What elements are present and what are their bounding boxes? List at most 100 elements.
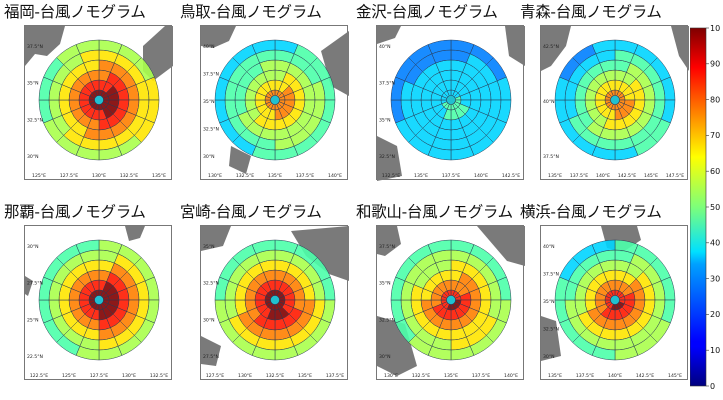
x-tick-label: 140°E [474, 173, 488, 179]
colorbar-tick-label: 90 [710, 60, 720, 69]
y-tick-label: 32.5°N [543, 327, 559, 333]
station-marker [610, 95, 620, 105]
y-tick-label: 30°N [203, 317, 215, 323]
nomogram-grid [554, 239, 676, 361]
x-tick-label: 132.5°E [382, 173, 400, 179]
station-marker [446, 95, 456, 105]
y-tick-label: 27.5°N [203, 354, 219, 360]
x-tick-label: 122.5°E [30, 373, 48, 379]
y-tick-label: 35°N [379, 281, 391, 287]
x-tick-label: 137.5°E [472, 373, 490, 379]
land-shape [477, 226, 525, 266]
station-marker [94, 95, 104, 105]
nomogram-cell [591, 39, 616, 55]
nomogram-panel: 金沢-台風ノモグラム 132.5°E 135°E 137.5°E 140°E 142.5°… [352, 0, 525, 200]
land-shape [541, 316, 561, 361]
panel-title: 青森-台風ノモグラム [520, 3, 662, 21]
colorbar-tick-label: 0 [710, 382, 715, 391]
y-tick-label: 40°N [543, 99, 555, 105]
land-shape [25, 26, 65, 66]
y-tick-label: 42.5°N [543, 44, 559, 50]
station-marker [94, 295, 104, 305]
station-marker [270, 295, 280, 305]
land-shape [25, 226, 145, 296]
land-shape [541, 26, 689, 71]
x-tick-label: 140°E [596, 173, 610, 179]
y-tick-label: 37.5°N [379, 244, 395, 250]
y-tick-label: 37.5°N [203, 72, 219, 78]
nomogram-panel: 横浜-台風ノモグラム 135°E 137.5°E 140°E 142.5°E 145°E 4… [516, 200, 688, 400]
land-shape [201, 336, 221, 366]
x-tick-label: 127.5°E [206, 373, 224, 379]
x-tick-label: 135°E [444, 373, 458, 379]
x-tick-label: 130°E [122, 373, 136, 379]
colorbar-tick-label: 40 [710, 239, 720, 248]
y-tick-label: 37.5°N [543, 154, 559, 160]
land-shape [201, 26, 349, 174]
panel-title: 那覇-台風ノモグラム [4, 203, 146, 221]
y-tick-label: 30°N [543, 354, 555, 360]
panel-title: 宮崎-台風ノモグラム [180, 203, 322, 221]
nomogram-cell [591, 239, 616, 255]
station-marker [270, 95, 280, 105]
map-area: 135°E 137.5°E 140°E 142.5°E 145°E 147.5°E 42.5… [540, 25, 689, 180]
y-tick-label: 37.5°N [379, 81, 395, 87]
map-area: 130°E 132.5°E 135°E 137.5°E 140°E 37.5°N 35°N 3… [376, 225, 525, 380]
land-shape [201, 226, 349, 366]
panel-title: 鳥取-台風ノモグラム [180, 3, 322, 21]
y-tick-label: 32.5°N [27, 117, 43, 123]
x-tick-label: 127.5°E [60, 173, 78, 179]
y-tick-label: 30°N [27, 154, 39, 160]
land-shape [541, 26, 571, 71]
nomogram-panel: 鳥取-台風ノモグラム 130°E 132.5°E 135°E 137.5°E 140°E 4… [176, 0, 349, 200]
x-tick-label: 130°E [208, 173, 222, 179]
x-tick-label: 140°E [608, 373, 622, 379]
x-tick-label: 132.5°E [412, 373, 430, 379]
x-tick-label: 137.5°E [296, 173, 314, 179]
x-tick-label: 137.5°E [442, 173, 460, 179]
land-shape [291, 226, 349, 281]
land-shape [377, 26, 401, 44]
nomogram-panel: 和歌山-台風ノモグラム 130°E 132.5°E 135°E 137.5°E 140°E… [352, 200, 525, 400]
y-tick-label: 35°N [27, 81, 39, 87]
x-tick-label: 127.5°E [90, 373, 108, 379]
colorbar-gradient [689, 27, 707, 387]
x-tick-label: 135°E [548, 173, 562, 179]
map-area: 122.5°E 125°E 127.5°E 130°E 132.5°E 30°N 27.5°… [24, 225, 172, 380]
x-tick-label: 125°E [32, 173, 46, 179]
land-shape [377, 26, 525, 181]
land-shape [143, 26, 173, 81]
colorbar-tick-label: 20 [710, 310, 720, 319]
x-tick-label: 142.5°E [636, 373, 654, 379]
y-tick-label: 32.5°N [379, 154, 395, 160]
y-tick-label: 27.5°N [27, 281, 43, 287]
nomogram-grid [390, 39, 512, 161]
x-tick-label: 140°E [328, 173, 342, 179]
x-tick-label: 145°E [668, 373, 682, 379]
map-area: 125°E 127.5°E 130°E 132.5°E 135°E 37.5°N 35°N 3… [24, 25, 173, 180]
nomogram-grid [38, 239, 160, 361]
nomogram-cell [75, 39, 100, 55]
y-tick-label: 37.5°N [543, 272, 559, 278]
y-tick-label: 35°N [203, 99, 215, 105]
map-area: 127.5°E 130°E 132.5°E 135°E 137.5°E 35°N 32.5°… [200, 225, 349, 380]
x-tick-label: 135°E [152, 173, 166, 179]
colorbar-tick-label: 30 [710, 274, 720, 283]
map-area: 132.5°E 135°E 137.5°E 140°E 142.5°E 40°N 37.5°… [376, 25, 525, 181]
map-area: 135°E 137.5°E 140°E 142.5°E 145°E 40°N 37.5°N 3… [540, 225, 688, 380]
land-shape [201, 226, 231, 251]
nomogram-grid [554, 39, 676, 161]
y-tick-label: 35°N [379, 117, 391, 123]
y-tick-label: 40°N [379, 44, 391, 50]
land-shape [377, 136, 402, 181]
x-tick-label: 130°E [92, 173, 106, 179]
land-shape [25, 26, 173, 81]
x-tick-label: 142.5°E [618, 173, 636, 179]
x-tick-label: 137.5°E [570, 173, 588, 179]
land-shape [505, 26, 525, 66]
colorbar-tick-label: 60 [710, 167, 720, 176]
x-tick-label: 137.5°E [576, 373, 594, 379]
y-tick-label: 35°N [543, 299, 555, 305]
land-shape [321, 31, 349, 96]
y-tick-label: 32.5°N [203, 281, 219, 287]
